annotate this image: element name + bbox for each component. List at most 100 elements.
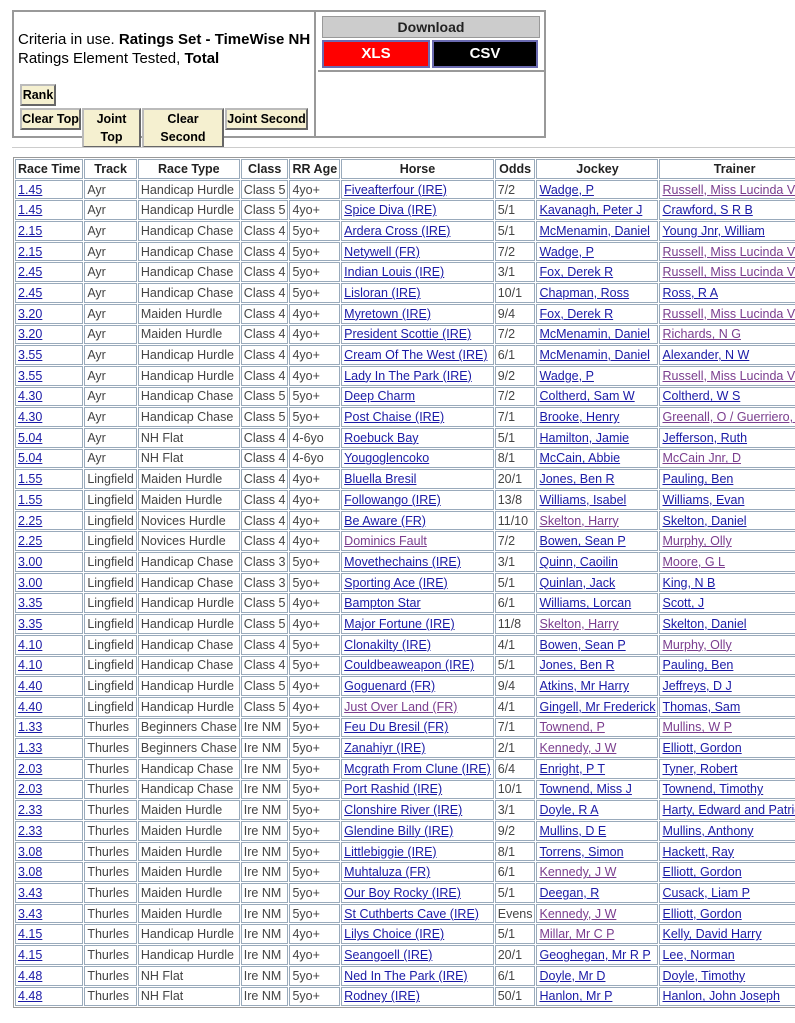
cell-link[interactable]: Bowen, Sean P xyxy=(539,637,626,652)
cell-link[interactable]: Murphy, Olly xyxy=(662,637,732,652)
cell-link[interactable]: Kennedy, J W xyxy=(539,865,617,880)
cell-link[interactable]: 1.55 xyxy=(18,492,43,507)
cell-link[interactable]: Jones, Ben R xyxy=(539,658,615,673)
cell-link[interactable]: Fox, Derek R xyxy=(539,265,614,280)
cell-link[interactable]: Townend, P xyxy=(539,720,605,735)
cell-link[interactable]: Major Fortune (IRE) xyxy=(344,616,455,631)
cell-link[interactable]: Dominics Fault xyxy=(344,534,427,549)
cell-link[interactable]: 3.43 xyxy=(18,885,43,900)
cell-link[interactable]: Mullins, Anthony xyxy=(662,823,754,838)
cell-link[interactable]: 3.35 xyxy=(18,616,43,631)
cell-link[interactable]: Pauling, Ben xyxy=(662,658,734,673)
cell-link[interactable]: 4.15 xyxy=(18,927,43,942)
cell-link[interactable]: 2.15 xyxy=(18,223,43,238)
cell-link[interactable]: 2.45 xyxy=(18,285,43,300)
cell-link[interactable]: 1.45 xyxy=(18,203,43,218)
cell-link[interactable]: Ardera Cross (IRE) xyxy=(344,223,451,238)
cell-link[interactable]: 4.30 xyxy=(18,389,43,404)
cell-link[interactable]: Williams, Lorcan xyxy=(539,596,632,611)
cell-link[interactable]: 3.00 xyxy=(18,554,43,569)
cell-link[interactable]: Jeffreys, D J xyxy=(662,679,732,694)
clear-top-button[interactable]: Clear Top xyxy=(20,108,81,130)
cell-link[interactable]: Murphy, Olly xyxy=(662,534,732,549)
cell-link[interactable]: Elliott, Gordon xyxy=(662,865,742,880)
cell-link[interactable]: 2.45 xyxy=(18,265,43,280)
cell-link[interactable]: Myretown (IRE) xyxy=(344,306,431,321)
cell-link[interactable]: 3.20 xyxy=(18,327,43,342)
cell-link[interactable]: Hanlon, John Joseph xyxy=(662,989,780,1004)
cell-link[interactable]: Lady In The Park (IRE) xyxy=(344,368,472,383)
cell-link[interactable]: Hackett, Ray xyxy=(662,844,735,859)
cell-link[interactable]: Doyle, Timothy xyxy=(662,968,746,983)
cell-link[interactable]: Williams, Isabel xyxy=(539,492,627,507)
cell-link[interactable]: Ross, R A xyxy=(662,285,719,300)
cell-link[interactable]: 2.15 xyxy=(18,244,43,259)
cell-link[interactable]: Wadge, P xyxy=(539,368,594,383)
cell-link[interactable]: 3.55 xyxy=(18,348,43,363)
cell-link[interactable]: Fox, Derek R xyxy=(539,306,614,321)
cell-link[interactable]: 3.20 xyxy=(18,306,43,321)
cell-link[interactable]: 4.40 xyxy=(18,699,43,714)
cell-link[interactable]: Lisloran (IRE) xyxy=(344,285,421,300)
cell-link[interactable]: Thomas, Sam xyxy=(662,699,741,714)
cell-link[interactable]: Deep Charm xyxy=(344,389,416,404)
cell-link[interactable]: 4.48 xyxy=(18,989,43,1004)
cell-link[interactable]: Skelton, Daniel xyxy=(662,616,747,631)
cell-link[interactable]: Atkins, Mr Harry xyxy=(539,679,630,694)
cell-link[interactable]: Netywell (FR) xyxy=(344,244,420,259)
cell-link[interactable]: McMenamin, Daniel xyxy=(539,327,650,342)
cell-link[interactable]: Geoghegan, Mr R P xyxy=(539,947,651,962)
cell-link[interactable]: Williams, Evan xyxy=(662,492,745,507)
cell-link[interactable]: 3.08 xyxy=(18,865,43,880)
cell-link[interactable]: 5.04 xyxy=(18,451,43,466)
cell-link[interactable]: Fiveafterfour (IRE) xyxy=(344,182,447,197)
cell-link[interactable]: Post Chaise (IRE) xyxy=(344,410,445,425)
cell-link[interactable]: Russell, Miss Lucinda V xyxy=(662,244,795,259)
cell-link[interactable]: Russell, Miss Lucinda V xyxy=(662,265,795,280)
cell-link[interactable]: 3.55 xyxy=(18,368,43,383)
cell-link[interactable]: 5.04 xyxy=(18,430,43,445)
cell-link[interactable]: Alexander, N W xyxy=(662,348,750,363)
cell-link[interactable]: 3.35 xyxy=(18,596,43,611)
clear-second-button[interactable]: Clear Second xyxy=(142,108,224,148)
cell-link[interactable]: Greenall, O / Guerriero, J xyxy=(662,410,795,425)
cell-link[interactable]: Kelly, David Harry xyxy=(662,927,762,942)
cell-link[interactable]: Kennedy, J W xyxy=(539,906,617,921)
cell-link[interactable]: Lee, Norman xyxy=(662,947,735,962)
cell-link[interactable]: President Scottie (IRE) xyxy=(344,327,472,342)
cell-link[interactable]: Russell, Miss Lucinda V xyxy=(662,182,795,197)
cell-link[interactable]: Port Rashid (IRE) xyxy=(344,782,443,797)
cell-link[interactable]: Scott, J xyxy=(662,596,705,611)
cell-link[interactable]: McMenamin, Daniel xyxy=(539,223,650,238)
cell-link[interactable]: Millar, Mr C P xyxy=(539,927,615,942)
cell-link[interactable]: Quinn, Caoilin xyxy=(539,554,618,569)
cell-link[interactable]: Moore, G L xyxy=(662,554,726,569)
cell-link[interactable]: Sporting Ace (IRE) xyxy=(344,575,448,590)
cell-link[interactable]: Skelton, Daniel xyxy=(662,513,747,528)
cell-link[interactable]: Elliott, Gordon xyxy=(662,741,742,756)
cell-link[interactable]: 4.30 xyxy=(18,410,43,425)
cell-link[interactable]: 2.33 xyxy=(18,803,43,818)
cell-link[interactable]: 3.08 xyxy=(18,844,43,859)
cell-link[interactable]: Chapman, Ross xyxy=(539,285,630,300)
cell-link[interactable]: Glendine Billy (IRE) xyxy=(344,823,454,838)
cell-link[interactable]: Feu Du Bresil (FR) xyxy=(344,720,449,735)
cell-link[interactable]: Gingell, Mr Frederick xyxy=(539,699,656,714)
cell-link[interactable]: Hanlon, Mr P xyxy=(539,989,613,1004)
cell-link[interactable]: Goguenard (FR) xyxy=(344,679,436,694)
cell-link[interactable]: Wadge, P xyxy=(539,244,594,259)
cell-link[interactable]: Russell, Miss Lucinda V xyxy=(662,368,795,383)
cell-link[interactable]: Clonshire River (IRE) xyxy=(344,803,463,818)
cell-link[interactable]: Brooke, Henry xyxy=(539,410,620,425)
csv-button[interactable]: CSV xyxy=(432,40,538,68)
cell-link[interactable]: Just Over Land (FR) xyxy=(344,699,458,714)
cell-link[interactable]: Mullins, D E xyxy=(539,823,607,838)
cell-link[interactable]: Littlebiggie (IRE) xyxy=(344,844,437,859)
cell-link[interactable]: Kavanagh, Peter J xyxy=(539,203,643,218)
cell-link[interactable]: Cusack, Liam P xyxy=(662,885,751,900)
cell-link[interactable]: King, N B xyxy=(662,575,716,590)
cell-link[interactable]: Zanahiyr (IRE) xyxy=(344,741,426,756)
cell-link[interactable]: Deegan, R xyxy=(539,885,600,900)
cell-link[interactable]: Muhtaluza (FR) xyxy=(344,865,431,880)
cell-link[interactable]: Bampton Star xyxy=(344,596,421,611)
